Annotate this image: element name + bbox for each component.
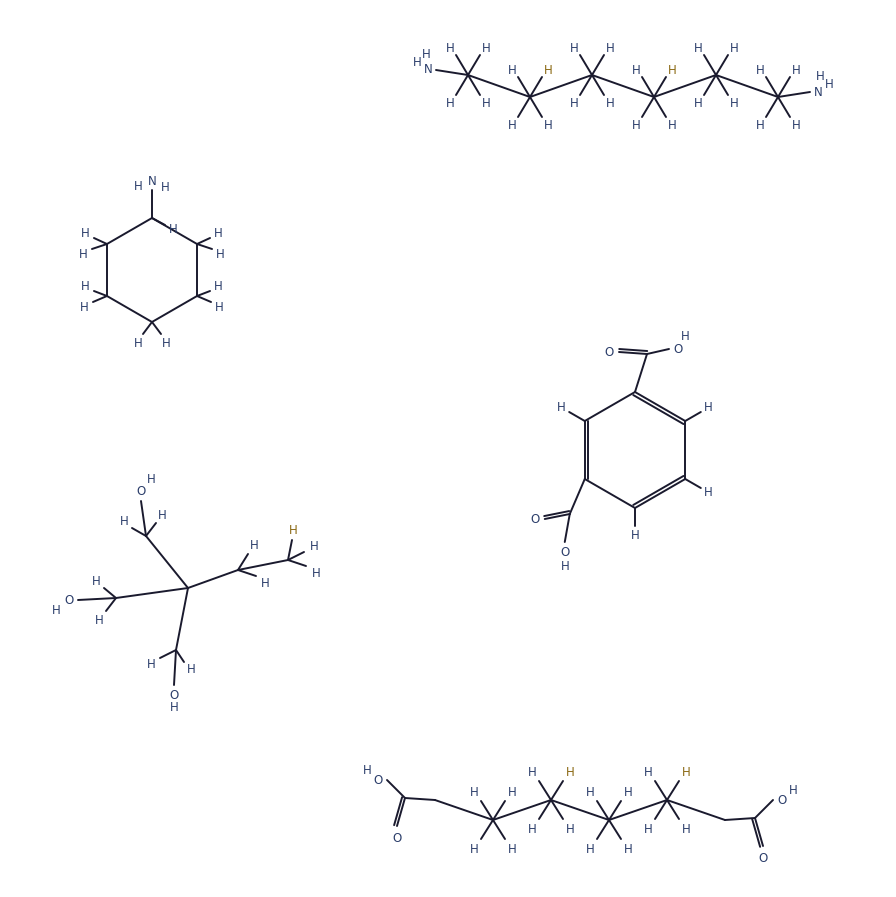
Text: H: H (755, 64, 764, 76)
Text: N: N (814, 85, 823, 99)
Text: H: H (788, 783, 797, 797)
Text: H: H (606, 41, 615, 55)
Text: H: H (682, 823, 691, 835)
Text: H: H (169, 701, 178, 713)
Text: H: H (632, 64, 641, 76)
Text: O: O (758, 851, 768, 865)
Text: H: H (81, 280, 90, 292)
Text: H: H (815, 69, 824, 83)
Text: O: O (530, 512, 539, 526)
Text: O: O (778, 794, 787, 806)
Text: H: H (570, 97, 579, 109)
Text: H: H (134, 336, 142, 350)
Text: H: H (624, 786, 633, 798)
Text: H: H (565, 765, 574, 779)
Text: O: O (392, 832, 401, 844)
Text: H: H (363, 763, 371, 777)
Text: N: N (424, 63, 433, 75)
Text: H: H (508, 786, 516, 798)
Text: H: H (508, 842, 516, 856)
Text: H: H (80, 300, 89, 313)
Text: H: H (261, 577, 270, 589)
Text: H: H (544, 64, 552, 76)
Text: H: H (213, 280, 222, 292)
Text: H: H (643, 823, 652, 835)
Text: H: H (729, 41, 738, 55)
Text: H: H (755, 118, 764, 132)
Text: H: H (95, 614, 103, 626)
Text: H: H (310, 539, 318, 553)
Text: H: H (624, 842, 633, 856)
Text: H: H (528, 823, 537, 835)
Text: H: H (186, 663, 195, 675)
Text: H: H (643, 765, 652, 779)
Text: H: H (422, 48, 430, 60)
Text: H: H (704, 486, 713, 499)
Text: O: O (605, 345, 614, 359)
Text: H: H (792, 118, 800, 132)
Text: H: H (704, 401, 713, 414)
Text: H: H (158, 509, 167, 521)
Text: O: O (560, 545, 569, 559)
Text: O: O (674, 343, 683, 355)
Text: H: H (606, 97, 615, 109)
Text: H: H (631, 528, 640, 542)
Text: H: H (682, 765, 691, 779)
Text: H: H (792, 64, 800, 76)
Text: H: H (216, 248, 224, 260)
Text: H: H (213, 227, 222, 239)
Text: H: H (81, 227, 90, 239)
Text: H: H (824, 77, 833, 91)
Text: N: N (148, 175, 157, 187)
Text: H: H (168, 222, 177, 236)
Text: H: H (482, 97, 490, 109)
Text: H: H (570, 41, 579, 55)
Text: H: H (445, 97, 454, 109)
Text: H: H (250, 538, 258, 552)
Text: H: H (694, 97, 702, 109)
Text: H: H (508, 64, 516, 76)
Text: H: H (586, 842, 594, 856)
Text: H: H (312, 567, 321, 579)
Text: H: H (120, 515, 128, 527)
Text: H: H (134, 179, 142, 193)
Text: H: H (632, 118, 641, 132)
Text: H: H (160, 180, 169, 194)
Text: H: H (586, 786, 594, 798)
Text: H: H (694, 41, 702, 55)
Text: H: H (565, 823, 574, 835)
Text: H: H (445, 41, 454, 55)
Text: H: H (482, 41, 490, 55)
Text: H: H (528, 765, 537, 779)
Text: O: O (374, 773, 383, 787)
Text: H: H (79, 248, 87, 260)
Text: H: H (668, 64, 676, 76)
Text: H: H (470, 786, 478, 798)
Text: H: H (215, 300, 223, 313)
Text: H: H (557, 401, 565, 414)
Text: H: H (508, 118, 516, 132)
Text: H: H (681, 329, 689, 343)
Text: H: H (161, 336, 170, 350)
Text: H: H (729, 97, 738, 109)
Text: H: H (147, 473, 155, 485)
Text: O: O (136, 484, 146, 498)
Text: H: H (289, 524, 297, 536)
Text: O: O (169, 689, 178, 701)
Text: H: H (413, 56, 421, 68)
Text: O: O (65, 594, 73, 606)
Text: H: H (668, 118, 676, 132)
Text: H: H (52, 604, 60, 616)
Text: H: H (147, 658, 155, 670)
Text: H: H (544, 118, 552, 132)
Text: H: H (470, 842, 478, 856)
Text: H: H (560, 560, 569, 572)
Text: H: H (91, 574, 100, 588)
